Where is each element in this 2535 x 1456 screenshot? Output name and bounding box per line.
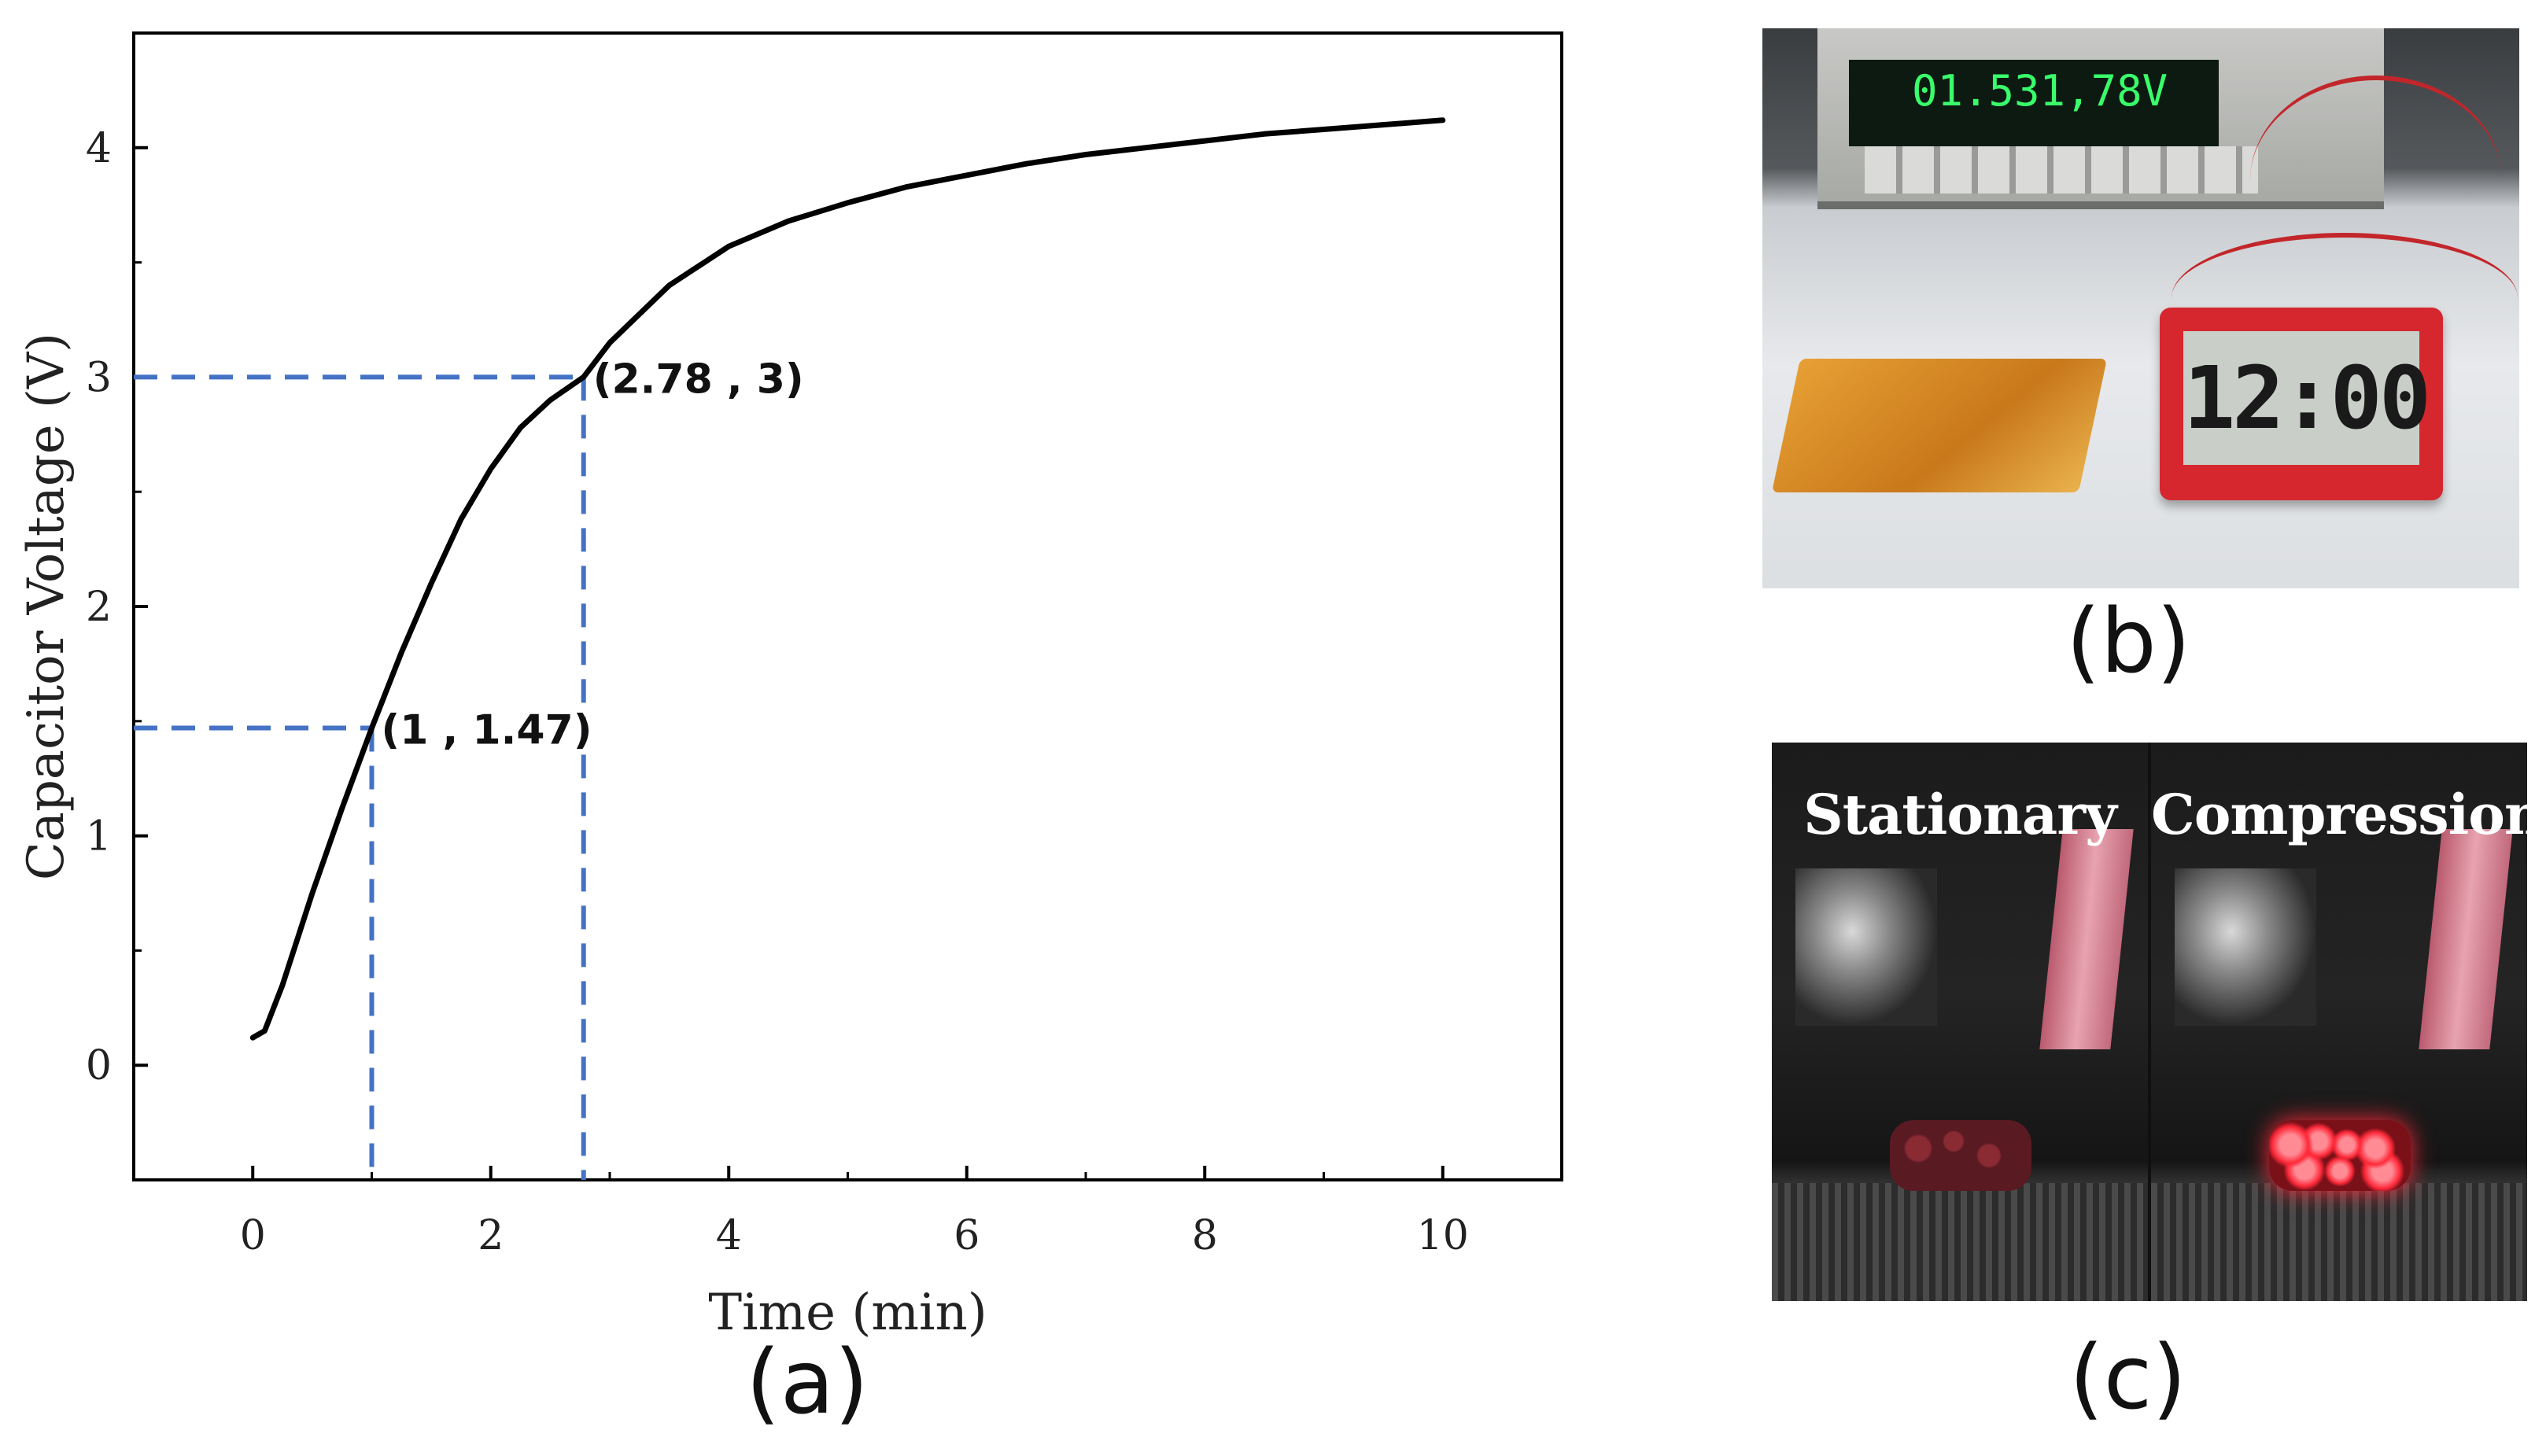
x-tick-label: 8 — [1192, 1212, 1218, 1259]
x-axis-label: Time (min) — [708, 1284, 987, 1342]
x-tick-label: 0 — [240, 1212, 266, 1259]
y-tick-label: 0 — [86, 1042, 112, 1089]
y-axis-label: Capacitor Voltage (V) — [17, 333, 76, 880]
stationary-label: Stationary — [1803, 782, 2117, 847]
pink-object — [2419, 829, 2513, 1049]
breadboard — [2151, 1183, 2527, 1301]
panel-label-b: (b) — [2066, 591, 2191, 693]
generator-pad — [1771, 359, 2108, 492]
clock-display: 12:00 — [2183, 331, 2431, 465]
panel-label-c: (c) — [2069, 1327, 2186, 1429]
led-array-off — [1890, 1120, 2031, 1191]
press-fixture — [1795, 868, 1937, 1026]
y-tick-label: 3 — [86, 354, 112, 401]
y-tick-label: 1 — [86, 813, 112, 861]
y-tick-label: 4 — [86, 125, 112, 172]
press-fixture — [2175, 868, 2316, 1026]
compression-label: Compression — [2151, 782, 2527, 847]
digital-clock: 12:00 — [2160, 308, 2443, 500]
breadboard — [1772, 1183, 2148, 1301]
x-tick-label: 4 — [716, 1212, 742, 1259]
voltage-curve — [249, 117, 1446, 1041]
x-tick-label: 2 — [478, 1212, 504, 1259]
stationary-panel: Stationary — [1772, 743, 2148, 1301]
led-array-on — [2269, 1120, 2411, 1191]
x-tick-label: 6 — [954, 1212, 980, 1259]
photo-clock-demo: 01.531,78V 12:00 — [1762, 28, 2519, 588]
red-cable-2 — [2250, 76, 2502, 285]
point-annotation: (2.78 , 3) — [593, 356, 804, 403]
multimeter-display: 01.531,78V — [1849, 60, 2219, 146]
panel-label-a: (a) — [746, 1332, 869, 1434]
photo-led-demo: Stationary Compression — [1772, 743, 2527, 1301]
x-tick-label: 10 — [1417, 1212, 1469, 1259]
multimeter-keypad — [1865, 146, 2258, 194]
pink-object — [2039, 829, 2134, 1049]
compression-panel: Compression — [2151, 743, 2527, 1301]
point-annotation: (1 , 1.47) — [382, 707, 592, 754]
y-tick-label: 2 — [86, 584, 112, 631]
